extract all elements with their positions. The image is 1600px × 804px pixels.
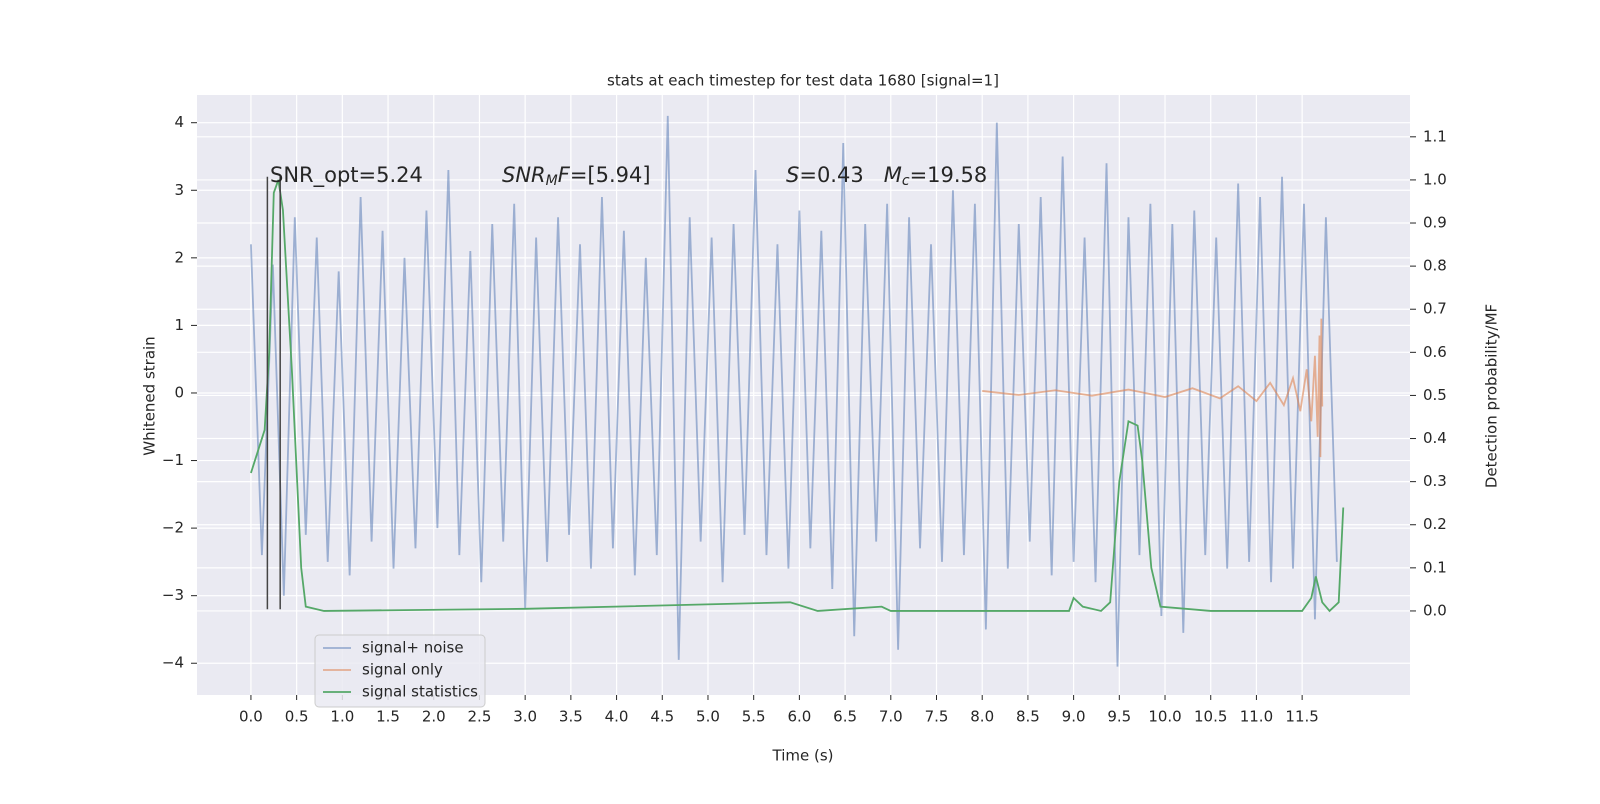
x-tick-label: 9.0 [1062,708,1086,726]
series-line [250,115,1338,667]
x-tick-label: 7.0 [879,708,903,726]
annotation-part: c [902,173,910,189]
y-tick-label: 4 [174,113,184,131]
x-tick-label: 8.5 [1016,708,1040,726]
series-line [250,179,1345,613]
x-tick-label: 6.5 [833,708,857,726]
y2-tick-label: 0.3 [1423,472,1447,490]
annotation-part: S [786,163,799,187]
y-tick-label: 0 [174,383,184,401]
y2-tick-label: 0.9 [1423,214,1447,232]
x-tick-label: 7.5 [925,708,949,726]
y2-tick-label: 0.2 [1423,515,1447,533]
y-tick-label: 1 [174,316,184,334]
y-tick-label: −4 [162,654,184,672]
x-tick-label: 9.5 [1107,708,1131,726]
series-line [982,318,1324,458]
legend-label: signal only [362,661,443,679]
x-tick-label: 5.5 [742,708,766,726]
legend-label: signal statistics [362,683,478,701]
x-tick-label: 10.0 [1148,708,1181,726]
x-tick-label: 6.0 [787,708,811,726]
y2-tick-label: 0.0 [1423,601,1447,619]
annotation: SNRMF=[5.94] [502,163,651,189]
y2-tick-label: 1.0 [1423,170,1447,188]
x-tick-label: 2.5 [468,708,492,726]
legend-box [314,634,486,708]
y-tick-label: −1 [162,451,184,469]
y-tick-label: 2 [174,248,184,266]
legend-label: signal+ noise [362,639,464,657]
annotation-part: M [884,163,902,187]
annotation-part: M [546,173,558,189]
x-axis-label: Time (s) [772,747,834,765]
x-tick-label: 0.5 [285,708,309,726]
x-tick-label: 1.0 [330,708,354,726]
annotation-part: =19.58 [910,163,988,187]
y2-tick-label: 0.8 [1423,257,1447,275]
marks [250,115,1345,667]
y-axis-label: Whitened strain [141,336,159,455]
y2-tick-label: 0.4 [1423,429,1447,447]
x-tick-label: 10.5 [1194,708,1227,726]
chart-title: stats at each timestep for test data 168… [607,72,999,90]
annotation-part: SNR [502,163,546,187]
y-tick-label: 3 [174,181,184,199]
grid: 0.0 0.5 1.0 1.5 2.0 2.5 3.0 3.5 4.0 4.5 5.0 5.5 6.0 6… [162,95,1447,726]
y2-axis-label: Detection probability/MF [1483,304,1501,488]
y2-tick-label: 0.6 [1423,343,1447,361]
legend: signal+ noise signal only signal statistic… [314,634,486,708]
annotation-part: =0.43 [799,163,883,187]
annotation: S=0.43 Mc=19.58 [786,163,987,189]
x-tick-label: 3.5 [559,708,583,726]
annotation-part: =[5.94] [570,163,651,187]
annotation-part: F [558,163,571,187]
x-tick-label: 0.0 [239,708,263,726]
x-tick-label: 3.0 [513,708,537,726]
x-tick-label: 5.0 [696,708,720,726]
y2-tick-label: 0.5 [1423,386,1447,404]
x-tick-label: 1.5 [376,708,400,726]
x-tick-label: 4.0 [605,708,629,726]
y2-tick-label: 0.1 [1423,558,1447,576]
y-tick-label: −3 [162,586,184,604]
y-tick-label: −2 [162,519,184,537]
x-tick-label: 11.0 [1240,708,1273,726]
x-tick-label: 11.5 [1285,708,1318,726]
x-tick-label: 2.0 [422,708,446,726]
y2-tick-label: 0.7 [1423,300,1447,318]
y2-tick-label: 1.1 [1423,127,1447,145]
annotation: SNR_opt=5.24 [270,163,423,188]
annotation-part: SNR_opt=5.24 [270,163,423,188]
x-tick-label: 8.0 [970,708,994,726]
x-tick-label: 4.5 [650,708,674,726]
